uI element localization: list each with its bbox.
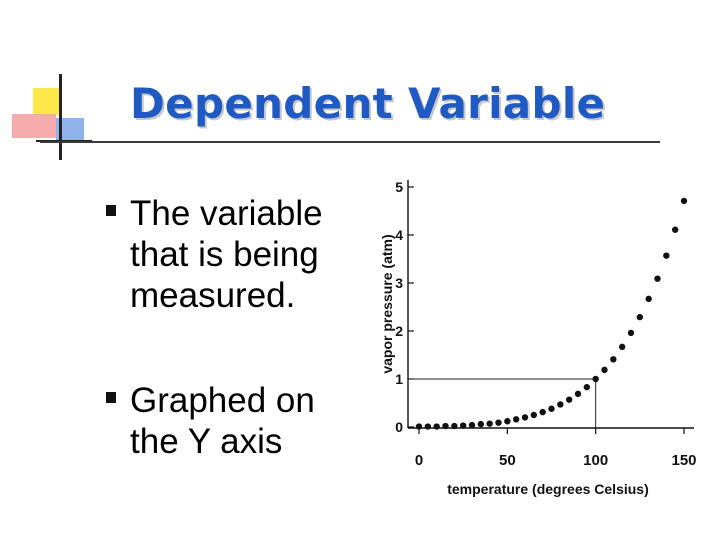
x-tick-label: 0 bbox=[415, 452, 423, 469]
y-tick-label: 1 bbox=[395, 371, 403, 387]
logo-yellow-square bbox=[33, 88, 60, 115]
bullet-square-icon bbox=[106, 392, 116, 403]
data-point bbox=[618, 343, 626, 351]
data-point bbox=[530, 411, 538, 419]
data-point bbox=[601, 366, 608, 374]
data-point bbox=[592, 375, 599, 383]
data-point bbox=[495, 419, 502, 426]
bullet-line: measured. bbox=[130, 276, 296, 315]
data-point bbox=[512, 416, 520, 423]
bullet-line: Graphed on bbox=[130, 381, 315, 420]
data-point bbox=[468, 421, 476, 429]
title-underline bbox=[40, 141, 660, 143]
y-tick-label: 3 bbox=[395, 275, 403, 291]
bullet-line: The variable bbox=[130, 194, 323, 233]
data-point bbox=[574, 390, 582, 398]
data-point bbox=[627, 329, 635, 337]
data-point bbox=[636, 313, 644, 321]
data-point bbox=[451, 422, 458, 430]
data-point bbox=[548, 405, 555, 412]
data-point bbox=[477, 420, 485, 428]
data-point bbox=[557, 401, 564, 408]
x-tick-label: 100 bbox=[583, 452, 608, 469]
logo-blue-square bbox=[56, 118, 84, 140]
logo-pink-square bbox=[12, 114, 56, 138]
data-point bbox=[583, 383, 591, 391]
bullet-line: the Y axis bbox=[130, 422, 283, 461]
logo-vertical-line bbox=[59, 74, 62, 160]
data-point bbox=[610, 356, 617, 363]
data-point bbox=[565, 396, 573, 403]
bullet-square-icon bbox=[106, 205, 116, 216]
data-point bbox=[504, 418, 511, 425]
y-tick-label: 5 bbox=[395, 179, 403, 195]
y-axis-label: vapor pressure (atm) bbox=[379, 234, 395, 373]
y-tick-label: 0 bbox=[395, 419, 403, 435]
data-point bbox=[539, 408, 546, 416]
data-point bbox=[442, 422, 449, 430]
data-point bbox=[486, 420, 493, 427]
data-point bbox=[459, 422, 467, 429]
data-point bbox=[680, 197, 688, 205]
x-tick-label: 150 bbox=[671, 452, 696, 469]
slide-title: Dependent Variable bbox=[130, 79, 606, 128]
data-point bbox=[415, 423, 423, 430]
data-point bbox=[424, 423, 432, 430]
y-tick-label: 4 bbox=[395, 227, 403, 243]
bullet-text: Graphed on the Y axis bbox=[130, 380, 315, 462]
data-point bbox=[433, 423, 440, 430]
data-point bbox=[663, 252, 670, 259]
x-axis-label: temperature (degrees Celsius) bbox=[447, 481, 649, 497]
data-point bbox=[521, 414, 529, 421]
logo bbox=[0, 0, 110, 170]
bullet-line: that is being bbox=[130, 235, 319, 274]
data-point bbox=[671, 226, 679, 233]
data-point bbox=[654, 275, 661, 282]
x-tick-label: 50 bbox=[499, 452, 516, 469]
bullet-text: The variable that is being measured. bbox=[130, 193, 323, 316]
vapor-pressure-chart: 0 1 2 3 4 5 0 50 100 150 temperature (degrees Ce… bbox=[379, 179, 697, 497]
y-tick-label: 2 bbox=[395, 323, 403, 339]
data-point bbox=[645, 295, 652, 303]
